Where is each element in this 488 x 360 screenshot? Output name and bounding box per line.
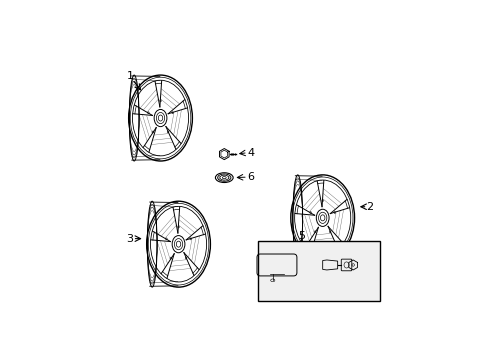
Bar <box>257 242 379 301</box>
Text: 3: 3 <box>126 234 133 244</box>
Text: 2: 2 <box>366 202 373 212</box>
Text: 1: 1 <box>126 72 133 81</box>
Text: 4: 4 <box>246 148 254 158</box>
Text: 5: 5 <box>298 231 305 241</box>
Text: 6: 6 <box>246 172 254 182</box>
